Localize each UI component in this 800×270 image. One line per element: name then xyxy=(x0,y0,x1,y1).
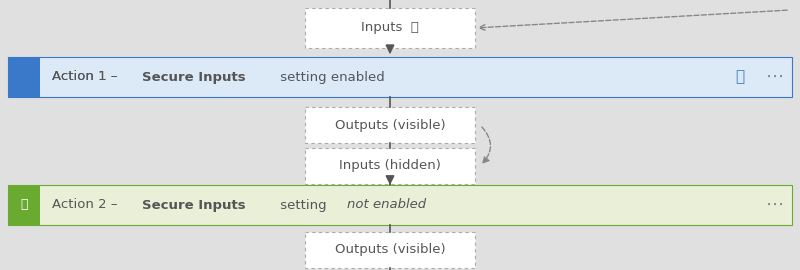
Text: ⋯: ⋯ xyxy=(766,196,784,214)
Text: Action 1 –: Action 1 – xyxy=(52,70,122,83)
Text: 🎤: 🎤 xyxy=(20,198,28,211)
Text: Inputs (hidden): Inputs (hidden) xyxy=(339,160,441,173)
Bar xyxy=(8,57,792,97)
Text: Outputs (visible): Outputs (visible) xyxy=(334,244,446,256)
Text: Action 1 –: Action 1 – xyxy=(52,70,122,83)
Text: setting enabled: setting enabled xyxy=(276,70,385,83)
Text: Outputs (visible): Outputs (visible) xyxy=(334,119,446,131)
Text: ⋯: ⋯ xyxy=(766,68,784,86)
Text: 🔒: 🔒 xyxy=(735,69,745,85)
Text: Secure Inputs: Secure Inputs xyxy=(142,198,246,211)
Text: not enabled: not enabled xyxy=(346,198,426,211)
Text: Inputs  🔒: Inputs 🔒 xyxy=(361,22,419,35)
Bar xyxy=(305,232,475,268)
Bar xyxy=(8,185,40,225)
Bar xyxy=(305,148,475,184)
Bar xyxy=(305,8,475,48)
Bar xyxy=(8,57,40,97)
Text: setting: setting xyxy=(276,198,330,211)
Bar xyxy=(305,107,475,143)
Text: Action 2 –: Action 2 – xyxy=(52,198,122,211)
Text: Secure Inputs: Secure Inputs xyxy=(142,70,246,83)
Bar xyxy=(8,185,792,225)
